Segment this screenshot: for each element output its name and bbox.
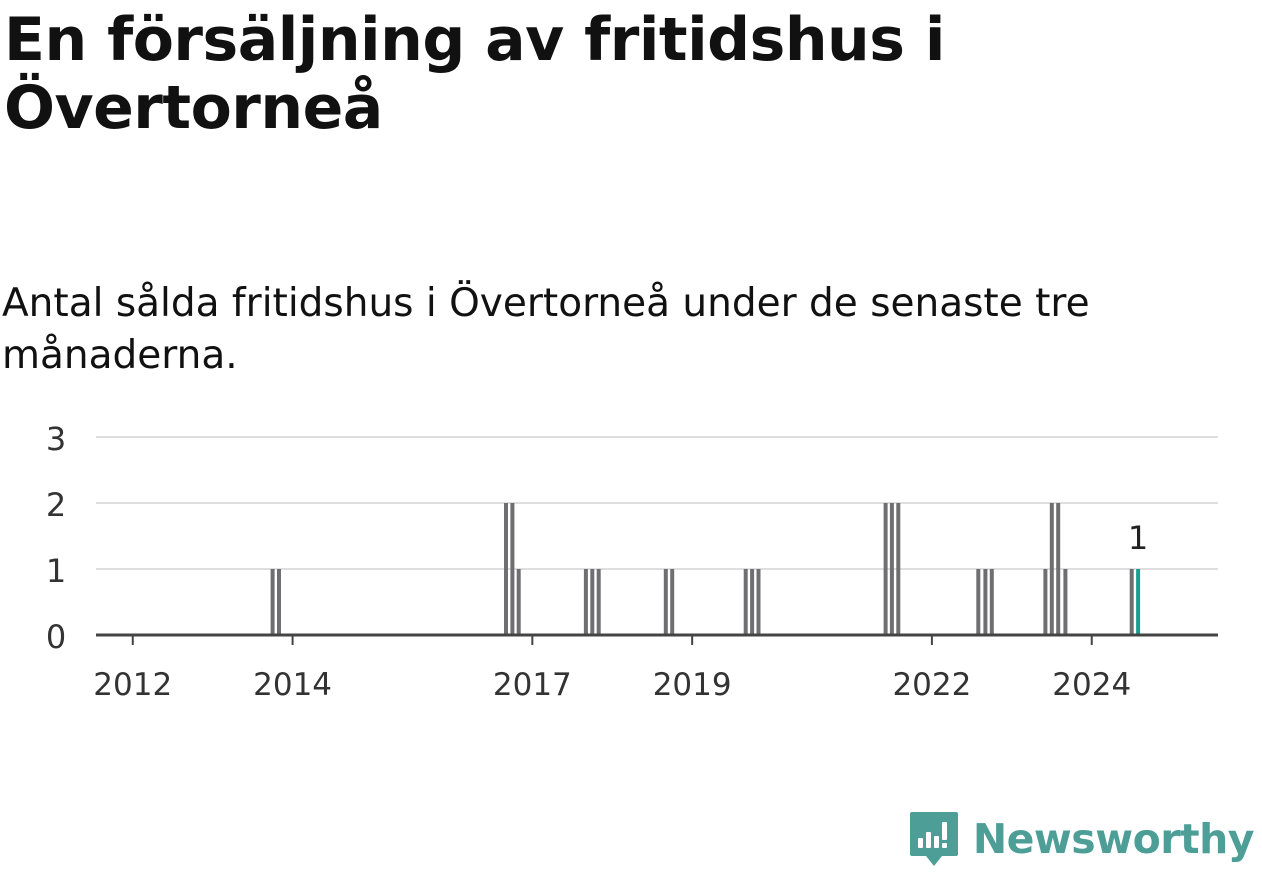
x-tick-label: 2024 [1052,667,1131,703]
bar [989,569,994,635]
bar [1063,569,1068,635]
bar [670,569,675,635]
newsworthy-logo-icon [909,812,958,866]
data-label: 1 [1128,519,1148,557]
bar [1129,569,1134,635]
x-tick-label: 2014 [253,667,332,703]
bar [883,503,888,635]
bar [596,569,601,635]
bar [1056,503,1061,635]
x-tick-label: 2022 [892,667,971,703]
bar [1049,503,1054,635]
x-tick-label: 2017 [493,667,572,703]
bar [504,503,508,635]
brand-name: Newsworthy [972,815,1255,863]
gridlines [96,436,1218,570]
bar [896,503,901,635]
chart-subtitle: Antal sålda fritidshus i Övertorneå unde… [2,281,1090,378]
bars [270,503,1141,635]
bar [270,569,275,635]
bar [277,569,281,635]
axes: 0 1 2 3 2012 2014 2017 2019 2022 2024 [46,420,1218,703]
bar [756,569,761,635]
bar [983,569,988,635]
bar [1043,569,1048,635]
bar [750,569,755,635]
bar [976,569,981,635]
y-tick-label: 0 [46,618,66,656]
chart-title: En försäljning av fritidshus i Övertorne… [4,5,945,143]
y-tick-label: 1 [46,552,66,590]
bar [510,503,515,635]
bar [663,569,668,635]
newsworthy-logo: Newsworthy [909,809,1255,869]
data-labels: 1 [1128,519,1148,557]
bar [889,503,894,635]
x-tick-label: 2019 [653,667,732,703]
x-tick-label: 2012 [93,667,172,703]
bar [583,569,588,635]
bar [516,569,521,635]
y-tick-label: 3 [46,420,66,458]
y-tick-label: 2 [46,486,66,524]
bar-chart: 0 1 2 3 2012 2014 2017 2019 2022 2024 1 [46,420,1218,703]
bar [743,569,748,635]
bar-highlight [1136,569,1141,635]
bar [590,569,595,635]
